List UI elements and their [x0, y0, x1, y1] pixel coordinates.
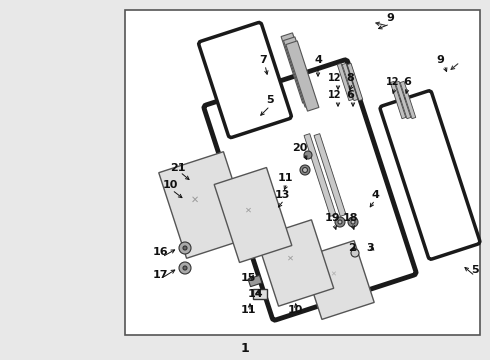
Bar [253, 289, 267, 299]
Text: 21: 21 [170, 163, 186, 173]
Bar [347, 63, 363, 101]
Text: 3: 3 [366, 243, 374, 253]
Text: 6: 6 [403, 77, 411, 87]
Text: 12: 12 [386, 77, 400, 87]
Bar [286, 41, 319, 111]
Circle shape [351, 249, 359, 257]
Bar [159, 152, 251, 258]
Bar [302, 240, 374, 319]
Text: 13: 13 [274, 190, 290, 200]
FancyBboxPatch shape [204, 60, 416, 320]
Text: 7: 7 [259, 55, 267, 65]
Bar [256, 220, 334, 306]
Text: 4: 4 [314, 55, 322, 65]
Text: 9: 9 [436, 55, 444, 65]
Text: 1: 1 [241, 342, 249, 355]
Text: 10: 10 [287, 305, 303, 315]
Circle shape [179, 242, 191, 254]
Bar [400, 81, 416, 119]
Text: 12: 12 [328, 90, 342, 100]
Text: 17: 17 [152, 270, 168, 280]
Text: 6: 6 [346, 90, 354, 100]
Text: ✕: ✕ [245, 206, 251, 215]
Text: 18: 18 [342, 213, 358, 223]
Bar [390, 81, 406, 119]
Circle shape [304, 151, 312, 159]
Text: ✕: ✕ [191, 195, 199, 205]
Circle shape [300, 165, 310, 175]
Text: 5: 5 [471, 265, 479, 275]
Bar [395, 81, 411, 119]
Text: 5: 5 [266, 95, 274, 105]
Bar [125, 10, 480, 335]
Bar [217, 75, 403, 305]
Text: 4: 4 [371, 190, 379, 200]
Text: 14: 14 [247, 289, 263, 299]
Text: 11: 11 [240, 305, 256, 315]
Text: 20: 20 [293, 143, 308, 153]
Bar [248, 275, 262, 287]
Text: 9: 9 [386, 13, 394, 23]
Bar [342, 63, 358, 101]
Bar [314, 134, 346, 216]
Circle shape [348, 217, 358, 227]
Text: 11: 11 [277, 173, 293, 183]
Bar [304, 134, 336, 216]
Text: 2: 2 [348, 243, 356, 253]
Circle shape [183, 266, 187, 270]
Text: ✕: ✕ [287, 253, 294, 262]
Text: 15: 15 [240, 273, 256, 283]
Text: 19: 19 [324, 213, 340, 223]
Circle shape [351, 220, 355, 224]
Circle shape [179, 262, 191, 274]
Bar [214, 167, 292, 262]
Circle shape [335, 217, 345, 227]
FancyBboxPatch shape [199, 22, 291, 138]
Bar [337, 63, 353, 101]
Bar [210, 36, 280, 125]
Circle shape [338, 220, 342, 224]
Text: 10: 10 [162, 180, 178, 190]
Bar [281, 33, 314, 103]
Circle shape [183, 246, 187, 250]
Circle shape [302, 167, 308, 172]
FancyBboxPatch shape [380, 91, 480, 259]
Bar [392, 104, 468, 246]
Bar [284, 37, 317, 107]
Text: 12: 12 [328, 73, 342, 83]
Text: 16: 16 [152, 247, 168, 257]
Text: ✕: ✕ [330, 272, 336, 278]
Text: 8: 8 [346, 73, 354, 83]
